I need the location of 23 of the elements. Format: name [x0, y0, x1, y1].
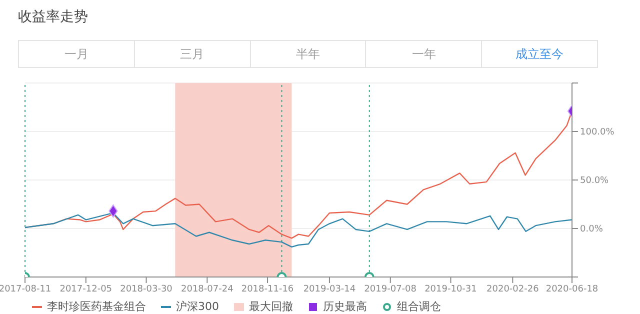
legend-label: 沪深300 — [175, 299, 219, 314]
text: 三月 — [134, 41, 250, 67]
x-tick-label: 2017-12-05 — [60, 284, 112, 294]
y-tick-label: 0.0% — [580, 224, 604, 235]
x-tick-label: 2020-06-18 — [546, 284, 598, 294]
legend-label: 李时珍医药基金组合 — [46, 299, 146, 314]
text: 一月 — [63, 46, 90, 62]
x-tick-label: 2018-07-24 — [181, 284, 234, 294]
legend-label: 组合调仓 — [396, 299, 441, 314]
y-tick-label: 50.0% — [580, 176, 610, 186]
x-tick-label: 2019-10-31 — [424, 284, 477, 294]
legend-label: 历史最高 — [322, 299, 367, 314]
x-tick-label: 2018-11-16 — [241, 284, 294, 294]
chart-title: 收益率走势 — [18, 8, 88, 26]
x-tick-label: 2018-03-30 — [120, 284, 173, 294]
text: 成立至今 — [481, 41, 597, 67]
x-tick-label: 2019-03-14 — [303, 284, 356, 294]
legend-label: 最大回撤 — [248, 299, 293, 314]
x-tick-label: 2020-02-26 — [486, 284, 540, 294]
text: 一年 — [365, 41, 482, 67]
x-tick-label: 2019-07-08 — [364, 284, 417, 294]
y-tick-label: 100.0% — [580, 128, 615, 138]
text: 半年 — [250, 41, 366, 67]
